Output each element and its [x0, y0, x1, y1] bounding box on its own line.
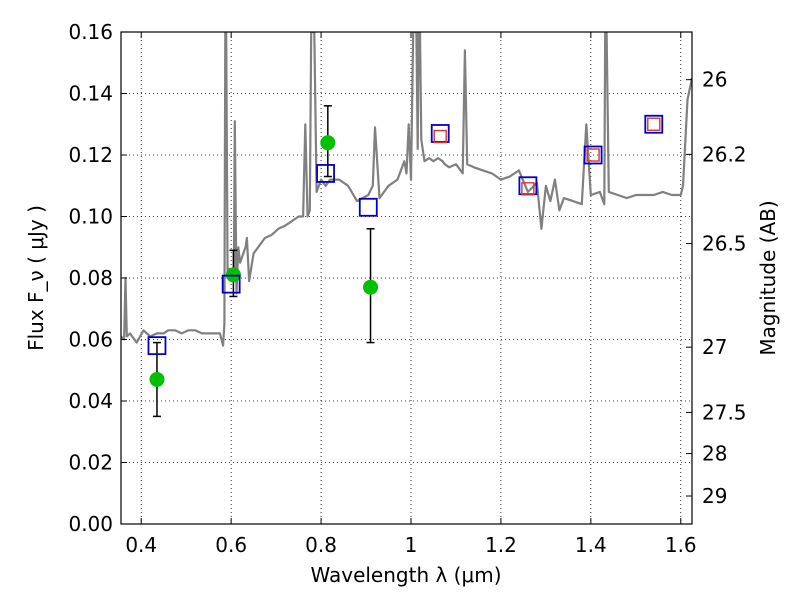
- right-y-tick-label: 29: [702, 484, 727, 508]
- model-blue-square: [644, 114, 664, 134]
- y-tick-label: 0.04: [68, 389, 113, 413]
- y-tick-label: 0.08: [68, 266, 113, 290]
- observed-point: [320, 135, 336, 151]
- x-tick-label: 1.4: [575, 533, 607, 557]
- x-tick-label: 0.8: [305, 533, 337, 557]
- right-y-tick-label: 26.2: [702, 142, 747, 166]
- right-y-tick-label: 26.5: [702, 232, 747, 256]
- x-tick-label: 1: [405, 533, 418, 557]
- model-blue-square: [147, 336, 167, 356]
- x-tick-label: 1.6: [665, 533, 697, 557]
- y-tick-label: 0.00: [68, 512, 113, 536]
- model-red-square: [433, 129, 447, 144]
- model-blue-square: [583, 145, 603, 165]
- model-blue-square: [221, 274, 241, 294]
- x-tick-label: 1.2: [485, 533, 517, 557]
- y-tick-label: 0.16: [68, 20, 113, 44]
- y-tick-label: 0.06: [68, 328, 113, 352]
- right-y-tick-label: 26: [702, 68, 727, 92]
- y-tick-label: 0.12: [68, 143, 113, 167]
- y-tick-label: 0.02: [68, 451, 113, 475]
- y-tick-label: 0.14: [68, 82, 113, 106]
- y-tick-label: 0.10: [68, 205, 113, 229]
- x-axis-label: Wavelength λ (μm): [310, 563, 501, 587]
- model-red-square: [586, 148, 600, 162]
- right-y-tick-label: 28: [702, 442, 727, 466]
- model-red-square: [647, 117, 661, 131]
- right-y-axis-label: Magnitude (AB): [756, 200, 780, 355]
- spectrum-line: [121, 32, 692, 347]
- model-red-square: [521, 182, 535, 196]
- right-y-tick-label: 27: [702, 335, 727, 359]
- plot-background: [121, 32, 692, 524]
- plot-area: [121, 32, 692, 418]
- model-blue-square: [358, 197, 378, 217]
- ticks: 0.4 0.6 0.8 1 1.2 1.4 1.6 0.00 0.02 0.04 0.06 0.08 0…: [68, 20, 746, 557]
- x-tick-label: 0.6: [215, 533, 247, 557]
- observed-point: [149, 371, 165, 387]
- observed-point: [363, 279, 379, 295]
- right-y-tick-label: 27.5: [702, 400, 747, 424]
- y-axis-label: Flux F_ν ( μJy ): [24, 205, 48, 351]
- model-blue-square: [316, 164, 335, 183]
- x-tick-label: 0.4: [125, 533, 157, 557]
